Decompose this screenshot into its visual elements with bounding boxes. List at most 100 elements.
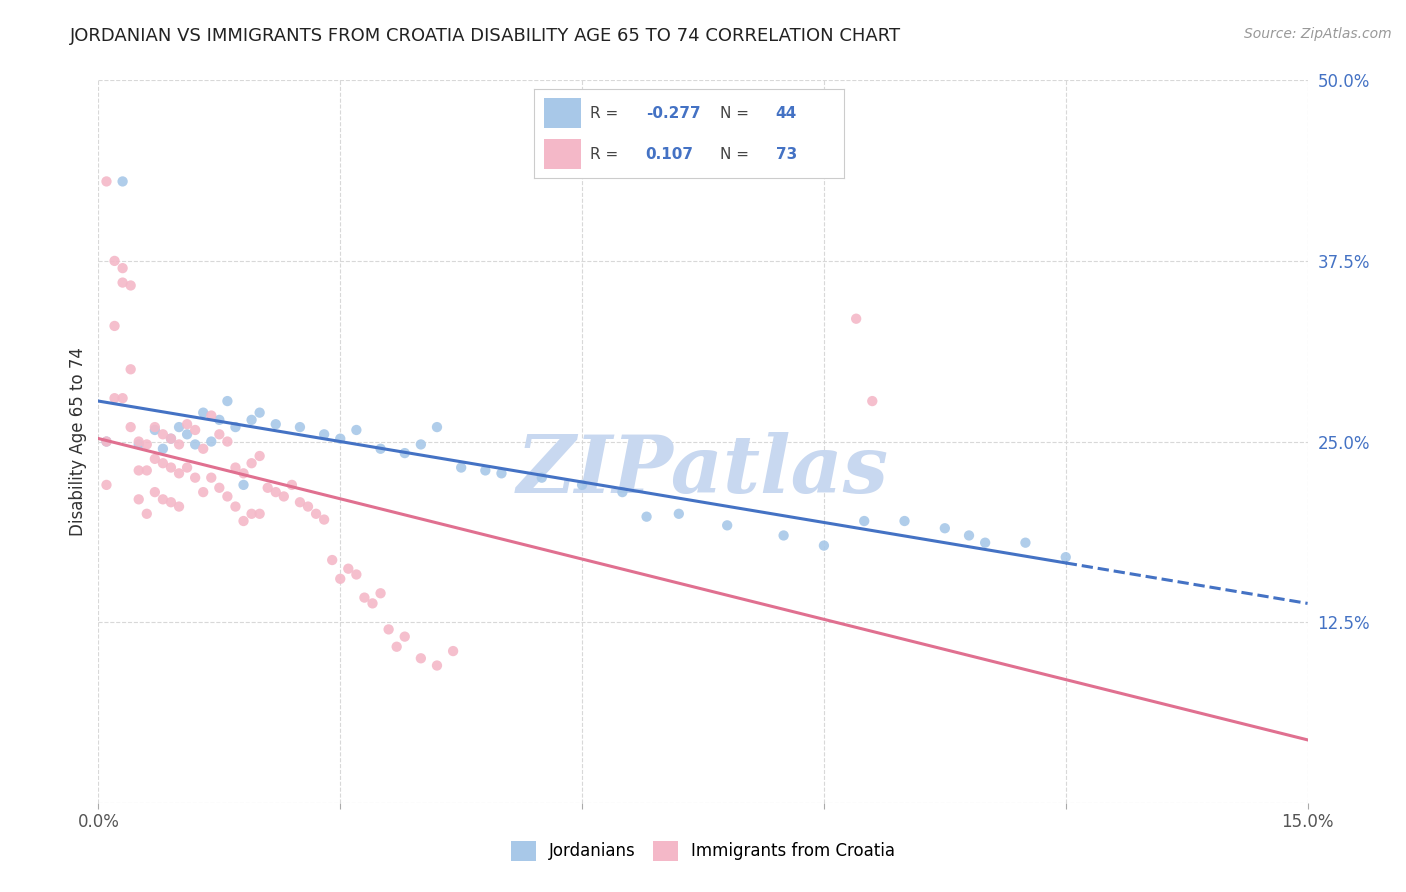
Point [232, 478, 254, 492]
Point [193, 485, 215, 500]
Point [344, 423, 367, 437]
Point [193, 442, 215, 456]
Point [377, 623, 399, 637]
Point [612, 485, 634, 500]
Bar [544, 139, 581, 169]
Point [184, 437, 207, 451]
Point [111, 276, 134, 290]
Point [957, 528, 980, 542]
Point [143, 485, 166, 500]
Point [974, 535, 997, 549]
Text: 73: 73 [776, 147, 797, 161]
Point [224, 420, 246, 434]
Point [152, 442, 174, 456]
Point [96, 174, 118, 188]
Text: 44: 44 [776, 106, 797, 120]
Point [249, 406, 271, 420]
Text: -0.277: -0.277 [645, 106, 700, 120]
Point [224, 500, 246, 514]
Point [111, 391, 134, 405]
Point [353, 591, 375, 605]
Text: 0.107: 0.107 [645, 147, 693, 161]
Point [860, 394, 883, 409]
Point [361, 596, 384, 610]
Point [184, 470, 207, 484]
Point [128, 434, 150, 449]
Point [167, 420, 190, 434]
Point [111, 174, 134, 188]
Point [176, 417, 198, 432]
Point [450, 460, 472, 475]
Point [668, 507, 690, 521]
Point [176, 460, 198, 475]
Point [120, 420, 142, 434]
Point [409, 651, 432, 665]
Point [297, 500, 319, 514]
Point [281, 478, 304, 492]
Point [160, 432, 183, 446]
Point [120, 278, 142, 293]
Point [264, 417, 287, 432]
Point [96, 434, 118, 449]
Point [103, 318, 125, 333]
Point [370, 586, 392, 600]
Point [160, 495, 183, 509]
Point [217, 394, 239, 409]
Point [167, 500, 190, 514]
Point [394, 630, 416, 644]
Point [135, 437, 157, 451]
Point [208, 427, 231, 442]
Point [491, 467, 513, 481]
Y-axis label: Disability Age 65 to 74: Disability Age 65 to 74 [69, 347, 87, 536]
Point [152, 456, 174, 470]
Point [208, 481, 231, 495]
Point [96, 478, 118, 492]
Point [321, 553, 343, 567]
Point [772, 528, 794, 542]
Point [256, 481, 278, 495]
Text: N =: N = [720, 147, 754, 161]
Point [370, 442, 392, 456]
Point [314, 427, 336, 442]
Point [208, 413, 231, 427]
Point [240, 507, 263, 521]
Point [193, 406, 215, 420]
Point [474, 463, 496, 477]
Point [426, 420, 449, 434]
Point [96, 434, 118, 449]
Point [152, 492, 174, 507]
Point [934, 521, 956, 535]
Point [167, 437, 190, 451]
Point [143, 451, 166, 466]
Point [893, 514, 915, 528]
Point [232, 514, 254, 528]
Legend: Jordanians, Immigrants from Croatia: Jordanians, Immigrants from Croatia [505, 834, 901, 868]
Point [1054, 550, 1077, 565]
Point [441, 644, 464, 658]
Point [337, 562, 360, 576]
Point [103, 253, 125, 268]
Text: R =: R = [591, 147, 623, 161]
Point [530, 470, 553, 484]
Point [135, 463, 157, 477]
Point [249, 507, 271, 521]
Point [1014, 535, 1036, 549]
Point [184, 423, 207, 437]
Point [385, 640, 408, 654]
Point [329, 572, 352, 586]
Point [160, 460, 183, 475]
Point [128, 437, 150, 451]
Text: R =: R = [591, 106, 623, 120]
Point [571, 478, 593, 492]
Point [329, 432, 352, 446]
Point [344, 567, 367, 582]
Point [152, 427, 174, 442]
Point [103, 391, 125, 405]
Text: ZIPatlas: ZIPatlas [517, 432, 889, 509]
Point [394, 446, 416, 460]
Point [240, 456, 263, 470]
Point [232, 467, 254, 481]
Point [305, 507, 328, 521]
Point [128, 463, 150, 477]
Point [716, 518, 738, 533]
